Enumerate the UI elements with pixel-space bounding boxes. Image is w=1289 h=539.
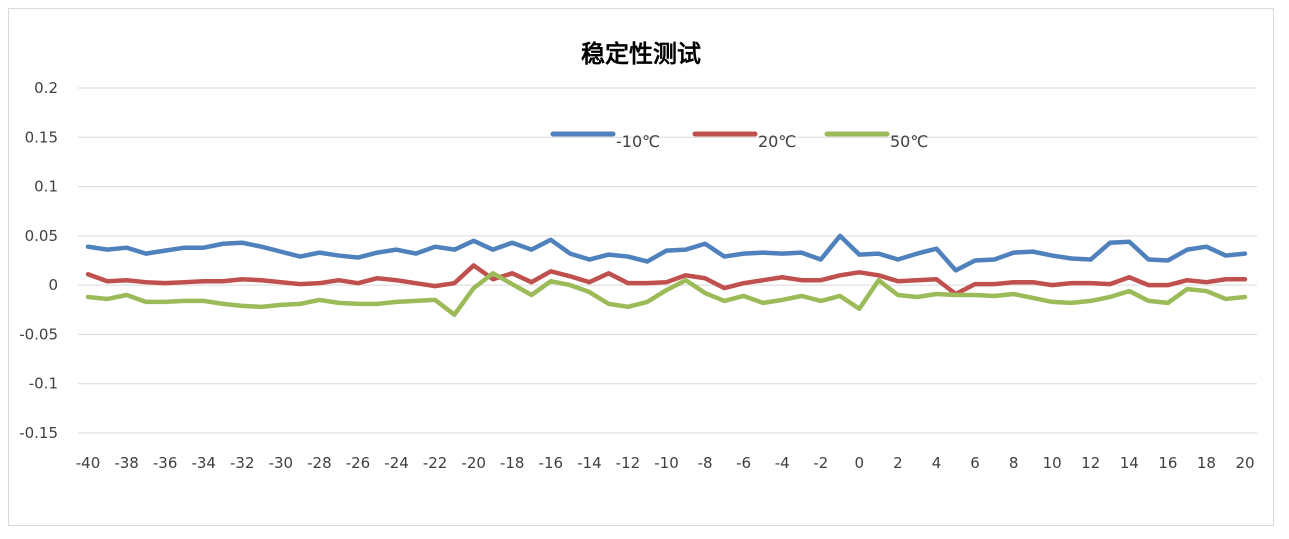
x-axis-labels: -40 -38 -36 -34 -32 -30 -28 -26 -24 -22 -20 -18 -16-… [76, 454, 1255, 472]
y-tick-label: 0.15 [25, 128, 58, 146]
y-tick-label: 0 [48, 276, 58, 294]
x-tick-label: -38 [114, 454, 139, 472]
x-tick-label: -40 [76, 454, 101, 472]
y-tick-label: -0.15 [19, 424, 58, 442]
x-tick-label: -6 [736, 454, 751, 472]
x-tick-label: 12 [1081, 454, 1100, 472]
x-tick-label: -2 [813, 454, 828, 472]
x-tick-label: 6 [970, 454, 980, 472]
legend-label-0: -10℃ [616, 132, 660, 151]
legend-label-1: 20℃ [758, 132, 796, 151]
x-tick-label: 10 [1043, 454, 1062, 472]
x-tick-label: -26 [346, 454, 371, 472]
x-tick-label: -30 [269, 454, 294, 472]
x-tick-label: -32 [230, 454, 255, 472]
y-tick-label: 0.2 [34, 79, 58, 97]
x-tick-label: -10 [654, 454, 679, 472]
x-tick-label: 20 [1235, 454, 1254, 472]
x-tick-label: -24 [384, 454, 409, 472]
chart-title: 稳定性测试 [581, 40, 701, 68]
x-tick-label: 14 [1120, 454, 1139, 472]
legend-label-2: 50℃ [890, 132, 928, 151]
x-tick-label: -34 [191, 454, 216, 472]
x-tick-label: -22 [423, 454, 448, 472]
x-tick-label: 16 [1158, 454, 1177, 472]
x-tick-label: -28 [307, 454, 332, 472]
y-tick-label: 0.1 [34, 178, 58, 196]
x-tick-label: -16 [539, 454, 564, 472]
x-tick-label: -14 [577, 454, 602, 472]
y-tick-label: 0.05 [25, 227, 58, 245]
series-line-0 [85, 233, 1248, 273]
x-tick-label: 2 [893, 454, 903, 472]
y-tick-label: -0.1 [29, 375, 58, 393]
x-tick-label: 8 [1009, 454, 1019, 472]
x-tick-label: -12 [616, 454, 641, 472]
x-tick-label: -20 [461, 454, 486, 472]
y-tick-label: -0.05 [19, 325, 58, 343]
x-tick-label: -4 [775, 454, 790, 472]
y-axis-labels: 0.2 0.15 0.1 0.05 0 -0.05 -0.1 -0.15 [19, 79, 58, 442]
x-tick-label: 18 [1197, 454, 1216, 472]
series-line-1 [85, 263, 1248, 297]
x-tick-label: -8 [698, 454, 713, 472]
x-tick-label: -36 [153, 454, 178, 472]
x-tick-label: 4 [932, 454, 942, 472]
x-tick-label: -18 [500, 454, 525, 472]
series-line-2 [85, 271, 1248, 317]
series-lines [85, 233, 1248, 317]
chart-area [8, 8, 1274, 526]
legend: -10℃ 20℃ 50℃ [550, 131, 928, 151]
x-tick-label: 0 [855, 454, 865, 472]
gridlines [78, 87, 1257, 434]
